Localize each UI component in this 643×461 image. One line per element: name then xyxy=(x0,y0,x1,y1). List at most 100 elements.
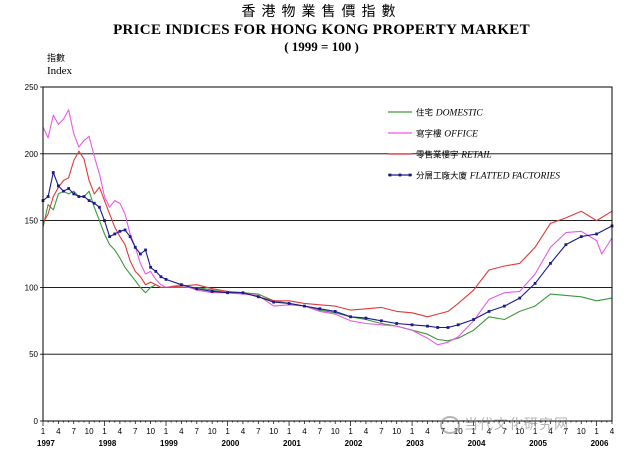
data-point-flatted-factories xyxy=(472,318,475,321)
y-tick-label: 200 xyxy=(25,150,39,159)
legend-label: DOMESTIC xyxy=(435,109,484,119)
data-point-flatted-factories xyxy=(272,300,276,304)
x-tick-label: 7 xyxy=(195,427,200,436)
data-point-flatted-factories xyxy=(154,269,158,273)
x-year-label: 2001 xyxy=(283,439,301,448)
x-axis-ticks: 1 4 7 10 1 4 7 10 1 4 7 10 1 4 7 10 1 4 7 10 1 4 7 10 1 4 7 10 1 4 7 10… xyxy=(37,421,615,448)
data-point-flatted-factories xyxy=(533,281,537,285)
data-point-flatted-factories xyxy=(410,323,414,327)
legend-marker xyxy=(398,173,402,177)
x-tick-label: 7 xyxy=(502,427,507,436)
data-point-flatted-factories xyxy=(502,304,506,308)
data-point-flatted-factories xyxy=(164,277,168,281)
x-tick-label: 10 xyxy=(392,427,401,436)
legend-label-chinese: 住宅 xyxy=(416,108,436,119)
data-point-flatted-factories xyxy=(123,228,127,232)
x-year-label: 1999 xyxy=(160,439,178,448)
x-year-label: 2005 xyxy=(529,439,547,448)
data-point-flatted-factories xyxy=(128,235,132,239)
gridlines xyxy=(43,153,612,355)
data-point-flatted-factories xyxy=(92,201,96,205)
data-point-flatted-factories xyxy=(395,322,399,325)
legend-label: FLATTED FACTORIES xyxy=(469,172,561,182)
data-point-flatted-factories xyxy=(72,192,76,196)
x-tick-label: 10 xyxy=(269,427,278,436)
x-tick-label: 7 xyxy=(564,427,569,436)
legend-marker xyxy=(388,173,392,177)
x-tick-label: 4 xyxy=(487,427,492,436)
legend-entry-domestic: 住宅 DOMESTIC xyxy=(416,108,483,119)
x-tick-label: 7 xyxy=(379,427,384,436)
y-axis-unit: 指數 Index xyxy=(47,53,72,77)
data-point-flatted-factories xyxy=(487,310,491,313)
x-tick-label: 1 xyxy=(164,427,169,436)
data-point-flatted-factories xyxy=(287,302,291,305)
chart-title: PRICE INDICES FOR HONG KONG PROPERTY MAR… xyxy=(113,22,530,38)
data-point-flatted-factories xyxy=(241,291,245,295)
legend-entry-retail: 零售業樓宇 RETAIL xyxy=(416,150,492,161)
y-axis-ticks: 0 50 100 150 200 250 xyxy=(25,83,43,426)
legend-entry-flatted-factories: 分層工廠大廈 FLATTED FACTORIES xyxy=(416,171,560,182)
data-point-flatted-factories xyxy=(97,205,101,209)
data-point-flatted-factories xyxy=(333,310,337,313)
data-point-flatted-factories xyxy=(46,195,50,198)
data-point-flatted-factories xyxy=(62,189,65,193)
chart-subtitle: ( 1999 = 100 ) xyxy=(284,39,359,54)
x-tick-label: 10 xyxy=(454,427,463,436)
x-tick-label: 7 xyxy=(133,427,138,436)
x-tick-label: 1 xyxy=(102,427,107,436)
y-tick-label: 50 xyxy=(29,350,38,359)
x-tick-label: 1 xyxy=(410,427,415,436)
x-tick-label: 4 xyxy=(56,427,61,436)
chart-title-chinese: 香港物業售價指數 xyxy=(241,4,402,20)
x-year-label: 1997 xyxy=(37,439,55,448)
x-year-label: 2000 xyxy=(222,439,240,448)
x-tick-label: 1 xyxy=(287,427,292,436)
x-year-label: 2004 xyxy=(468,439,486,448)
data-point-flatted-factories xyxy=(364,316,368,320)
x-tick-label: 1 xyxy=(348,427,353,436)
legend-label-chinese: 寫字樓 xyxy=(416,129,444,140)
data-point-flatted-factories xyxy=(226,291,229,295)
data-point-flatted-factories xyxy=(564,243,568,247)
x-year-label: 2002 xyxy=(345,439,363,448)
data-point-flatted-factories xyxy=(108,235,112,239)
plot-frame xyxy=(42,86,613,422)
x-tick-label: 4 xyxy=(179,427,184,436)
y-axis-unit-chinese: 指數 xyxy=(47,54,66,64)
x-tick-label: 4 xyxy=(364,427,369,436)
x-tick-label: 10 xyxy=(85,427,94,436)
x-tick-label: 10 xyxy=(577,427,586,436)
x-tick-label: 4 xyxy=(425,427,430,436)
data-point-flatted-factories xyxy=(210,290,214,293)
data-point-flatted-factories xyxy=(180,283,183,287)
data-point-flatted-factories xyxy=(549,261,552,265)
data-point-flatted-factories xyxy=(518,296,522,300)
data-point-flatted-factories xyxy=(144,248,147,252)
x-tick-label: 10 xyxy=(208,427,217,436)
data-point-flatted-factories xyxy=(303,304,306,308)
x-year-label: 2006 xyxy=(591,439,609,448)
data-point-flatted-factories xyxy=(67,187,71,190)
data-point-flatted-factories xyxy=(82,195,86,198)
data-point-flatted-factories xyxy=(159,275,163,279)
data-point-flatted-factories xyxy=(113,232,117,236)
chart-header: 香港物業售價指數 PRICE INDICES FOR HONG KONG PRO… xyxy=(0,4,643,55)
x-year-label: 1998 xyxy=(99,439,117,448)
x-tick-label: 4 xyxy=(302,427,307,436)
data-point-flatted-factories xyxy=(118,229,122,233)
x-tick-label: 7 xyxy=(318,427,323,436)
data-point-flatted-factories xyxy=(256,295,260,299)
series-line-retail xyxy=(42,150,613,318)
data-point-flatted-factories xyxy=(349,315,352,319)
data-point-flatted-factories xyxy=(579,235,583,239)
x-tick-label: 7 xyxy=(256,427,261,436)
y-tick-label: 150 xyxy=(25,217,39,226)
plot-border xyxy=(42,86,613,422)
x-tick-label: 10 xyxy=(515,427,524,436)
legend: 住宅 DOMESTIC 寫字樓 OFFICE 零售業樓宇 RETAIL 分層工廠大廈 … xyxy=(388,108,560,182)
data-point-flatted-factories xyxy=(133,245,137,249)
data-point-flatted-factories xyxy=(56,184,60,188)
series-line-office xyxy=(42,109,613,346)
y-tick-label: 250 xyxy=(25,83,39,92)
